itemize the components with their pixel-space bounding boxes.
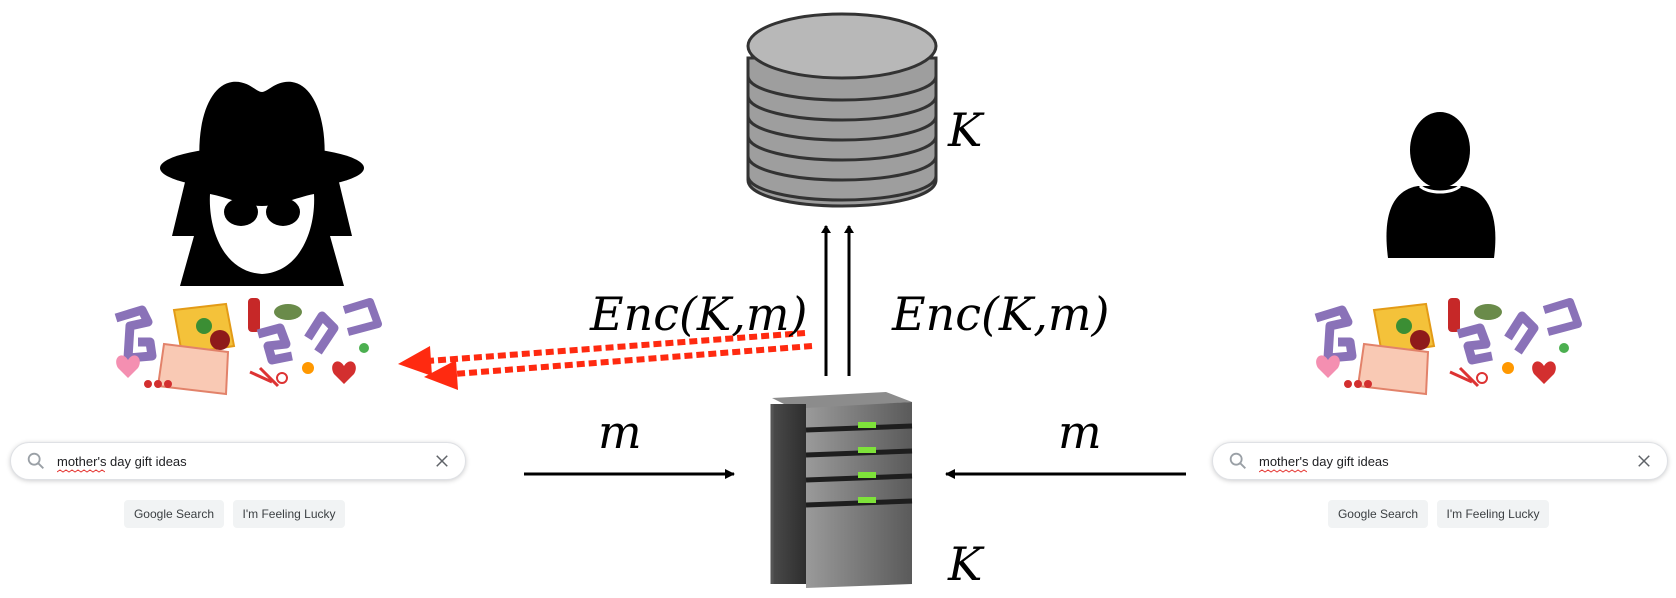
search-bar-left[interactable]: mother's day gift ideas <box>10 442 466 480</box>
search-input[interactable]: mother's day gift ideas <box>1259 453 1635 473</box>
spellcheck-underline <box>1259 468 1307 473</box>
enc-label-right: Enc(K,m) <box>891 287 1109 341</box>
search-icon <box>1229 452 1246 469</box>
search-icon <box>27 452 44 469</box>
google-search-button-left[interactable]: Google Search <box>124 500 224 528</box>
close-icon[interactable] <box>1635 452 1653 470</box>
store-key-label: K <box>947 103 985 157</box>
search-bar-right[interactable]: mother's day gift ideas <box>1212 442 1668 480</box>
search-query-text: mother's day gift ideas <box>1259 453 1389 469</box>
spellcheck-underline <box>57 468 105 473</box>
close-icon[interactable] <box>433 452 451 470</box>
spy-icon <box>160 81 364 286</box>
database-icon <box>746 12 938 208</box>
search-query-text: mother's day gift ideas <box>57 453 187 469</box>
feeling-lucky-button-left[interactable]: I'm Feeling Lucky <box>233 500 345 528</box>
leak-arrows <box>398 330 813 390</box>
google-search-button-right[interactable]: Google Search <box>1328 500 1428 528</box>
message-label-right: m <box>1058 405 1102 459</box>
user-icon <box>1386 112 1496 258</box>
feeling-lucky-button-right[interactable]: I'm Feeling Lucky <box>1437 500 1549 528</box>
server-icon <box>770 392 913 588</box>
doodle-left <box>108 298 383 404</box>
doodle-right <box>1308 298 1583 404</box>
enc-label-left: Enc(K,m) <box>589 287 807 341</box>
message-label-left: m <box>598 405 642 459</box>
search-input[interactable]: mother's day gift ideas <box>57 453 433 473</box>
server-key-label: K <box>947 537 985 591</box>
